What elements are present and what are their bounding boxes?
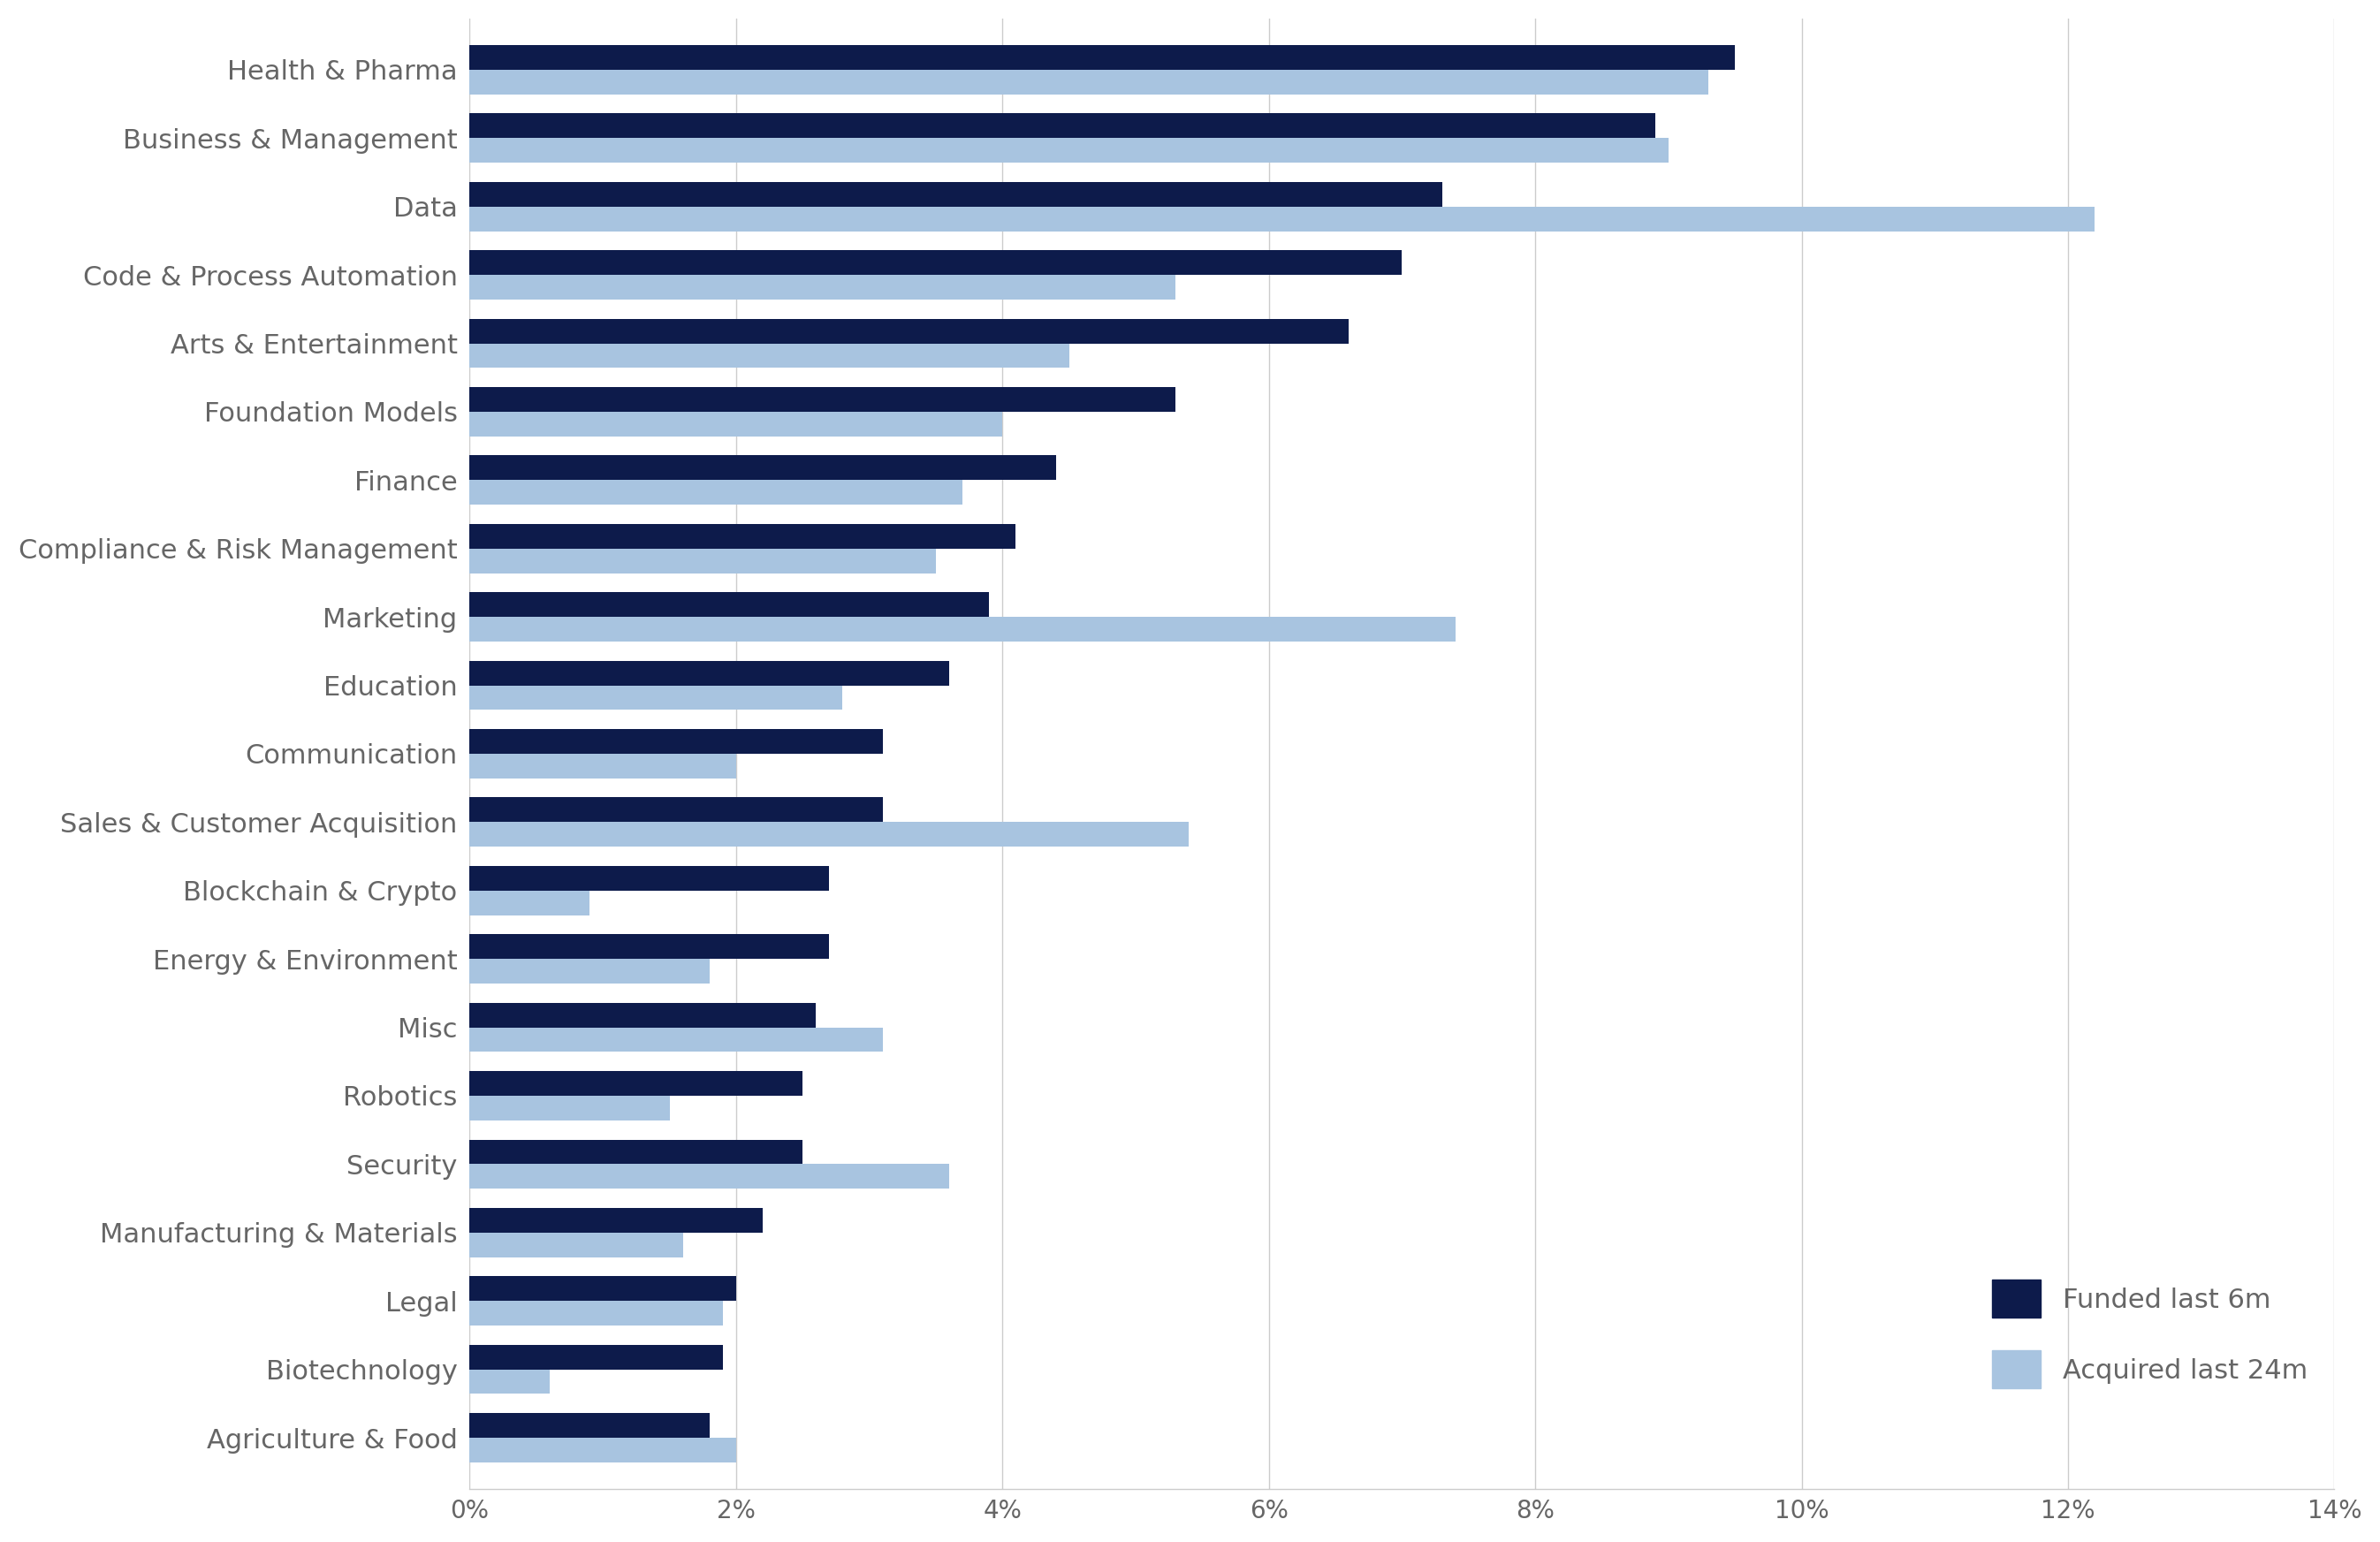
- Bar: [469, 524, 1016, 549]
- Bar: [469, 1412, 709, 1437]
- Bar: [469, 1301, 724, 1326]
- Bar: [469, 1207, 762, 1232]
- Bar: [469, 455, 1057, 480]
- Bar: [469, 934, 828, 959]
- Bar: [469, 1027, 883, 1052]
- Bar: [469, 1437, 735, 1462]
- Bar: [469, 1072, 802, 1096]
- Legend: Funded last 6m, Acquired last 24m: Funded last 6m, Acquired last 24m: [1978, 1266, 2320, 1402]
- Bar: [469, 1369, 550, 1394]
- Bar: [469, 660, 950, 685]
- Bar: [469, 480, 962, 504]
- Bar: [469, 867, 828, 891]
- Bar: [469, 182, 1442, 207]
- Bar: [469, 1096, 669, 1121]
- Bar: [469, 387, 1176, 412]
- Bar: [469, 319, 1349, 344]
- Bar: [469, 139, 1668, 163]
- Bar: [469, 959, 709, 984]
- Bar: [469, 729, 883, 754]
- Bar: [469, 592, 990, 617]
- Bar: [469, 207, 2094, 231]
- Bar: [469, 69, 1709, 94]
- Bar: [469, 685, 843, 709]
- Bar: [469, 45, 1735, 69]
- Bar: [469, 1140, 802, 1164]
- Bar: [469, 1002, 816, 1027]
- Bar: [469, 250, 1402, 274]
- Bar: [469, 822, 1190, 847]
- Bar: [469, 617, 1454, 641]
- Bar: [469, 1345, 724, 1369]
- Bar: [469, 549, 935, 574]
- Bar: [469, 1232, 683, 1257]
- Bar: [469, 797, 883, 822]
- Bar: [469, 114, 1654, 139]
- Bar: [469, 274, 1176, 299]
- Bar: [469, 412, 1002, 436]
- Bar: [469, 1277, 735, 1301]
- Bar: [469, 1164, 950, 1189]
- Bar: [469, 754, 735, 779]
- Bar: [469, 344, 1069, 369]
- Bar: [469, 891, 590, 914]
